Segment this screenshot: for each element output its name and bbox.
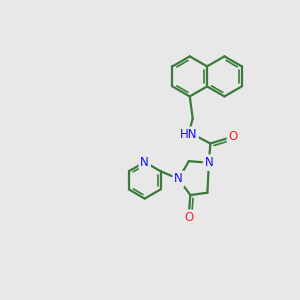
Text: N: N xyxy=(174,172,183,185)
Text: O: O xyxy=(228,130,238,143)
Text: N: N xyxy=(140,156,149,169)
Text: N: N xyxy=(205,156,213,169)
Text: HN: HN xyxy=(179,128,197,141)
Text: O: O xyxy=(184,211,194,224)
